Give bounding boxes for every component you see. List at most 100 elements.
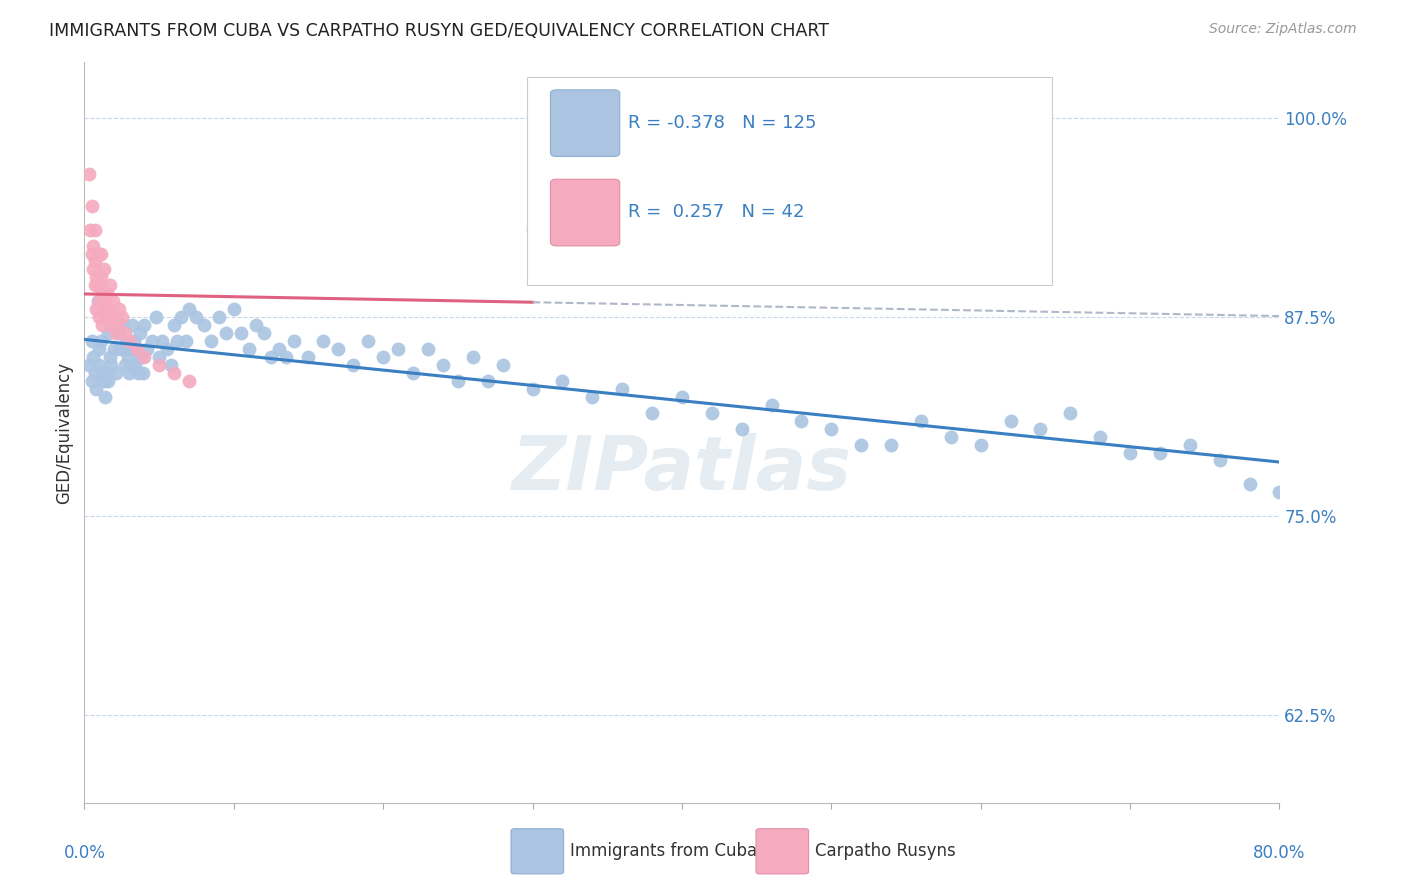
- Point: [1149, 445, 1171, 459]
- Point: [910, 414, 932, 428]
- Point: [328, 342, 350, 356]
- Point: [125, 342, 148, 356]
- Point: [82, 350, 104, 364]
- Point: [155, 342, 177, 356]
- Point: [129, 350, 152, 364]
- Point: [100, 358, 122, 372]
- Point: [312, 334, 335, 348]
- Y-axis label: GED/Equivalency: GED/Equivalency: [55, 361, 73, 504]
- Point: [89, 310, 111, 325]
- Point: [1000, 414, 1022, 428]
- Point: [80, 199, 103, 213]
- Point: [83, 278, 105, 293]
- Point: [132, 350, 156, 364]
- Point: [83, 222, 105, 236]
- Point: [215, 326, 238, 340]
- Point: [148, 358, 170, 372]
- Point: [208, 310, 231, 325]
- FancyBboxPatch shape: [551, 90, 620, 156]
- Point: [163, 366, 186, 380]
- Point: [83, 254, 105, 268]
- Point: [93, 302, 115, 317]
- Point: [122, 334, 145, 348]
- Point: [731, 422, 754, 436]
- Point: [522, 222, 544, 236]
- Point: [373, 350, 395, 364]
- Point: [1209, 453, 1232, 467]
- Text: IMMIGRANTS FROM CUBA VS CARPATHO RUSYN GED/EQUIVALENCY CORRELATION CHART: IMMIGRANTS FROM CUBA VS CARPATHO RUSYN G…: [49, 22, 830, 40]
- Point: [283, 334, 305, 348]
- Point: [581, 390, 603, 404]
- Text: Carpatho Rusyns: Carpatho Rusyns: [814, 842, 955, 860]
- Point: [90, 270, 112, 285]
- Point: [260, 350, 283, 364]
- Text: Source: ZipAtlas.com: Source: ZipAtlas.com: [1209, 22, 1357, 37]
- Point: [641, 406, 664, 420]
- Point: [80, 246, 103, 260]
- Point: [671, 390, 693, 404]
- Point: [111, 318, 134, 333]
- Point: [820, 422, 842, 436]
- Point: [86, 302, 108, 317]
- Point: [145, 310, 167, 325]
- Point: [103, 342, 125, 356]
- Text: ZIPatlas: ZIPatlas: [512, 434, 852, 506]
- Point: [125, 342, 148, 356]
- Point: [851, 437, 873, 451]
- Point: [150, 334, 173, 348]
- FancyBboxPatch shape: [551, 179, 620, 246]
- Point: [1239, 477, 1261, 491]
- Point: [166, 334, 188, 348]
- Point: [477, 374, 499, 388]
- Point: [267, 342, 290, 356]
- Point: [111, 310, 134, 325]
- Point: [128, 326, 150, 340]
- Point: [93, 262, 115, 277]
- Point: [245, 318, 267, 333]
- Point: [231, 326, 253, 340]
- Point: [790, 414, 813, 428]
- Point: [387, 342, 409, 356]
- FancyBboxPatch shape: [510, 829, 564, 874]
- Point: [177, 374, 200, 388]
- Point: [118, 334, 141, 348]
- Point: [107, 326, 129, 340]
- Point: [357, 334, 380, 348]
- Point: [461, 350, 484, 364]
- Point: [342, 358, 364, 372]
- Point: [90, 246, 112, 260]
- Point: [89, 342, 111, 356]
- Point: [96, 366, 118, 380]
- Point: [118, 366, 141, 380]
- Text: R =  0.257   N = 42: R = 0.257 N = 42: [628, 203, 804, 221]
- Point: [297, 350, 319, 364]
- Point: [222, 302, 245, 317]
- Point: [136, 342, 159, 356]
- Point: [101, 310, 124, 325]
- Point: [1178, 437, 1201, 451]
- Point: [80, 374, 103, 388]
- Point: [131, 366, 153, 380]
- Point: [104, 326, 127, 340]
- Point: [97, 302, 120, 317]
- Point: [274, 350, 297, 364]
- Point: [82, 238, 104, 252]
- Point: [970, 437, 993, 451]
- Point: [86, 270, 108, 285]
- Point: [79, 222, 101, 236]
- Point: [117, 350, 139, 364]
- Point: [91, 318, 114, 333]
- Point: [200, 334, 222, 348]
- Point: [193, 318, 215, 333]
- Point: [416, 342, 439, 356]
- Point: [120, 358, 142, 372]
- Point: [432, 358, 454, 372]
- Point: [91, 286, 114, 301]
- Point: [112, 342, 135, 356]
- Point: [77, 358, 100, 372]
- Point: [1090, 429, 1112, 443]
- Point: [104, 366, 127, 380]
- Point: [115, 334, 138, 348]
- Point: [132, 318, 156, 333]
- Point: [82, 262, 104, 277]
